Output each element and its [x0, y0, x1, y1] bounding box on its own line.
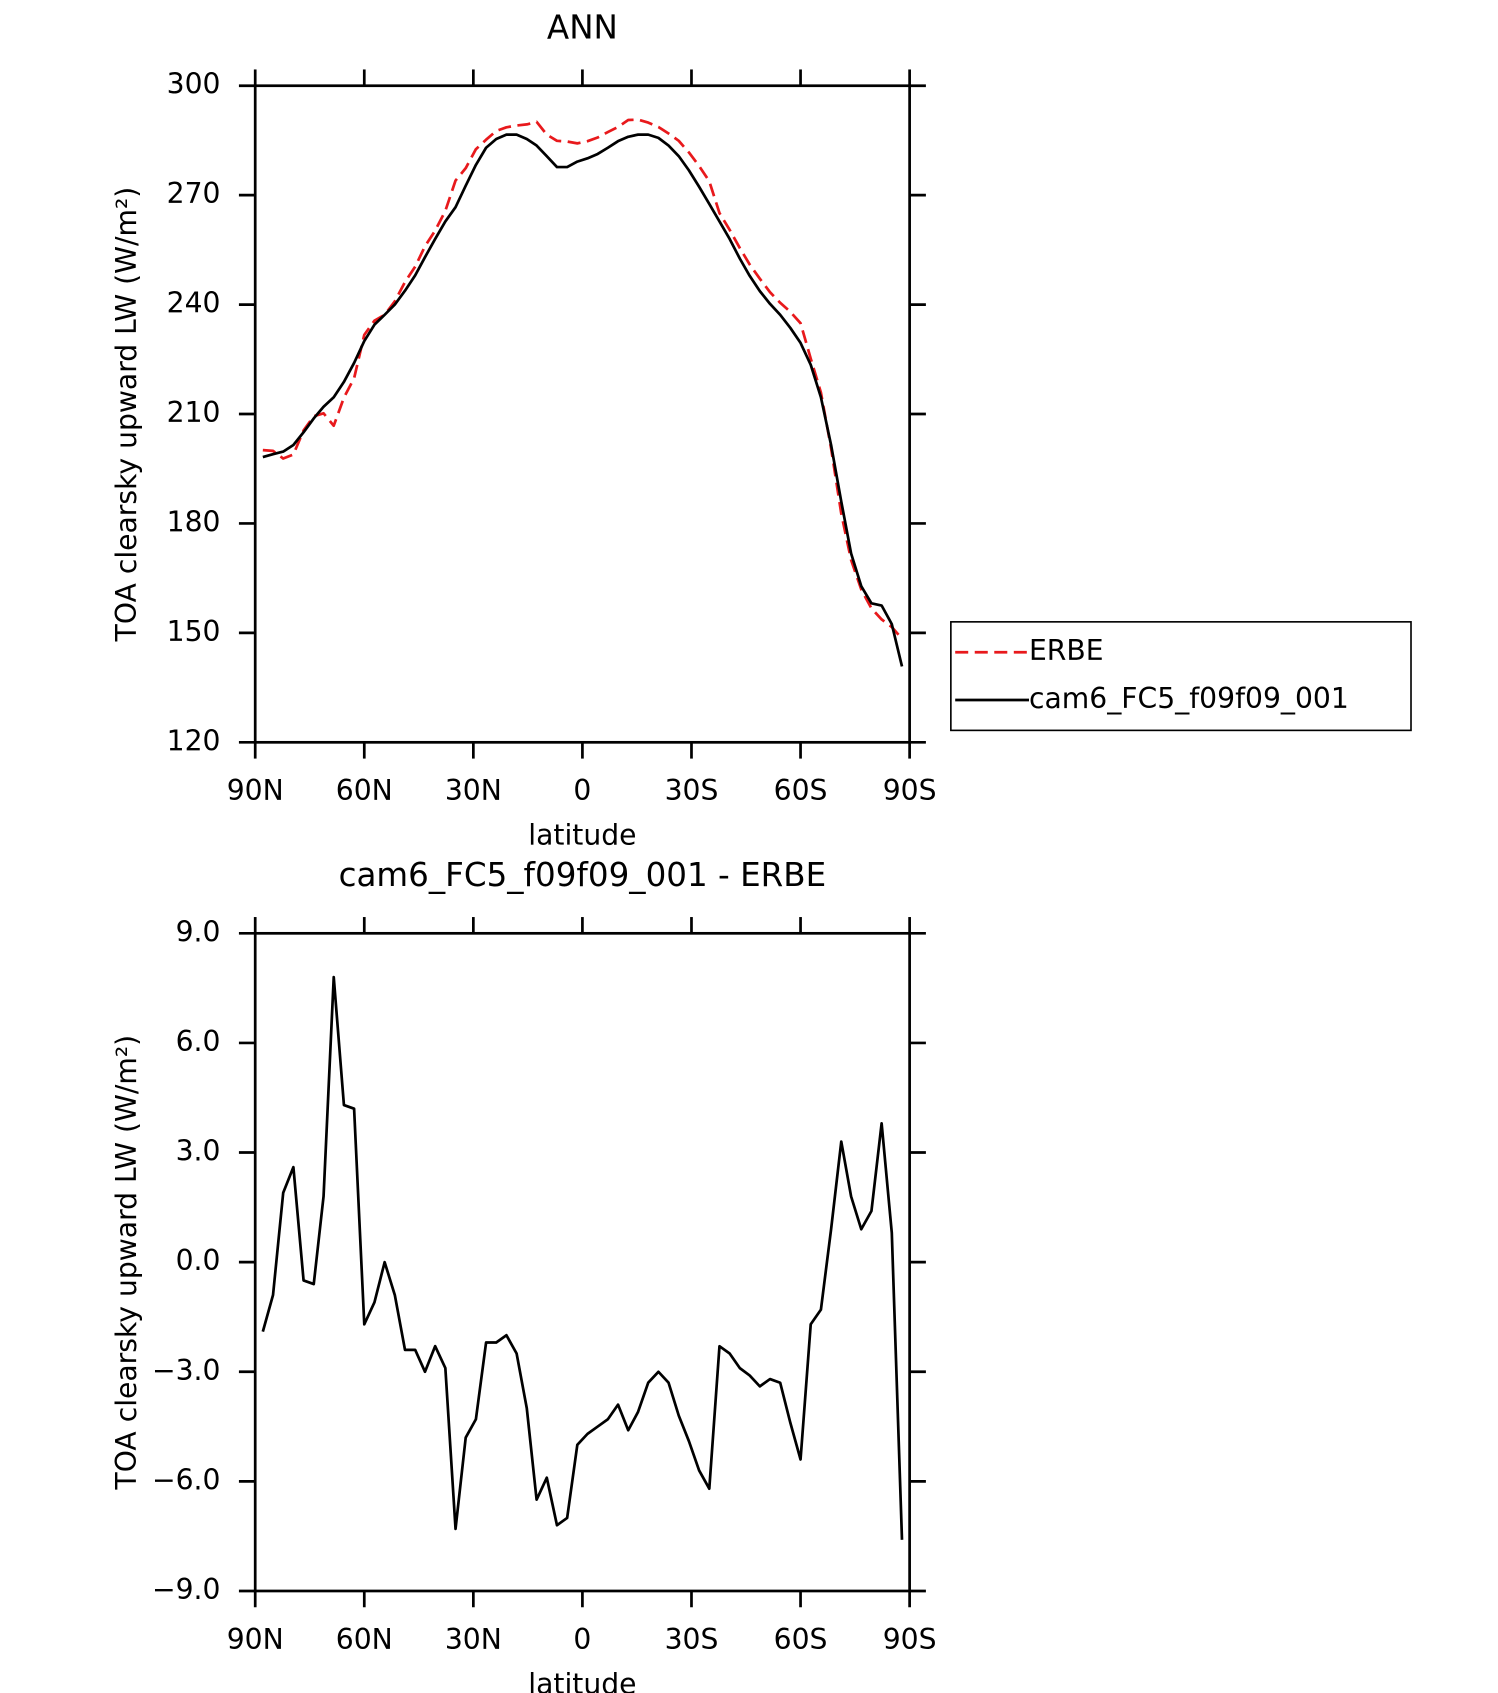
- x-axis-label: latitude: [528, 1667, 636, 1693]
- legend-label: ERBE: [1029, 634, 1104, 667]
- data-line: [261, 975, 904, 1540]
- x-tick-label: 90S: [883, 774, 937, 807]
- y-tick-label: 3.0: [176, 1135, 221, 1168]
- y-tick-label: 180: [167, 505, 221, 538]
- legend-label: cam6_FC5_f09f09_001: [1029, 682, 1349, 715]
- x-tick-label: 30S: [665, 774, 719, 807]
- y-tick-label: 120: [167, 724, 221, 757]
- x-tick-label: 60S: [774, 774, 828, 807]
- legend: ERBE cam6_FC5_f09f09_001: [950, 621, 1412, 732]
- y-tick-label: 0.0: [176, 1244, 221, 1277]
- y-tick-label: 240: [167, 287, 221, 320]
- y-tick-label: 150: [167, 615, 221, 648]
- y-axis-label: TOA clearsky upward LW (W/m²): [110, 1035, 143, 1491]
- y-tick-label: −3.0: [152, 1354, 220, 1387]
- x-tick-label: 60S: [774, 1623, 828, 1656]
- y-tick-label: 210: [167, 396, 221, 429]
- plot-frame: [253, 84, 911, 744]
- x-tick-label: 0: [573, 1623, 591, 1656]
- legend-box: [950, 621, 1412, 732]
- x-tick-label: 60N: [336, 774, 393, 807]
- chart-title: cam6_FC5_f09f09_001 - ERBE: [339, 856, 827, 894]
- x-tick-label: 90N: [227, 774, 284, 807]
- y-tick-label: −9.0: [152, 1573, 220, 1606]
- y-axis-label: TOA clearsky upward LW (W/m²): [110, 187, 143, 643]
- x-tick-label: 30N: [445, 774, 502, 807]
- plot: cam6_FC5_f09f09_001 - ERBE latitude TOA cl…: [110, 856, 936, 1693]
- x-tick-label: 30S: [665, 1623, 719, 1656]
- plot: ANN latitude TOA clearsky upward LW (W/m²)…: [110, 8, 1412, 852]
- y-tick-label: 9.0: [176, 915, 221, 948]
- x-tick-label: 60N: [336, 1623, 393, 1656]
- data-line: [262, 118, 904, 640]
- chart-title: ANN: [547, 8, 618, 46]
- x-tick-label: 90S: [883, 1623, 937, 1656]
- data-line: [262, 133, 904, 667]
- y-tick-label: 270: [167, 177, 221, 210]
- x-tick-label: 90N: [227, 1623, 284, 1656]
- x-tick-label: 30N: [445, 1623, 502, 1656]
- x-tick-label: 0: [573, 774, 591, 807]
- x-axis-label: latitude: [528, 819, 636, 852]
- y-tick-label: −6.0: [152, 1463, 220, 1496]
- y-tick-label: 300: [167, 68, 221, 101]
- y-tick-label: 6.0: [176, 1025, 221, 1058]
- plot-frame: [253, 931, 911, 1593]
